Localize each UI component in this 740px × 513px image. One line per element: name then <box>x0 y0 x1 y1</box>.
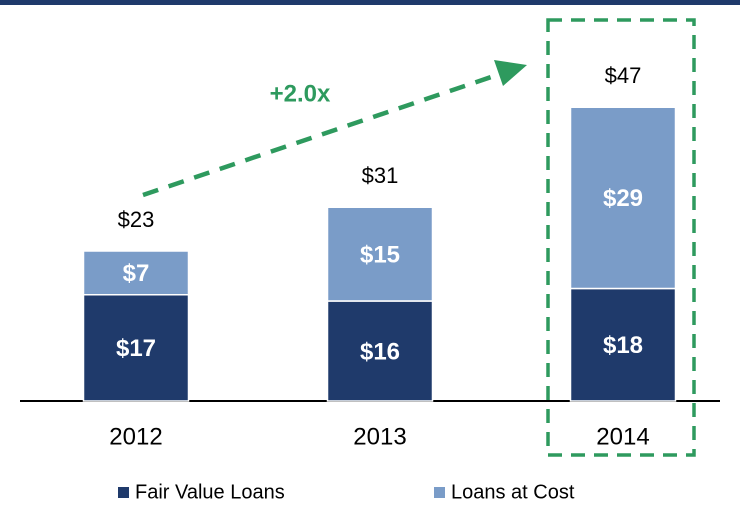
value-label: $18 <box>603 332 643 359</box>
bar-segment <box>82 250 190 296</box>
value-label: $17 <box>116 335 156 362</box>
value-label: $29 <box>603 185 643 212</box>
growth-arrow <box>142 71 501 198</box>
total-label: $31 <box>362 163 399 188</box>
highlight-box <box>546 18 696 457</box>
legend-swatch <box>434 487 445 498</box>
annotation: +2.0x <box>270 80 331 107</box>
legend-label: Loans at Cost <box>451 481 575 503</box>
x-tick-label: 2012 <box>109 423 162 450</box>
bar-segment <box>82 294 190 402</box>
value-label: $16 <box>360 338 400 365</box>
bar-segment <box>326 206 434 302</box>
legend-swatch <box>118 487 129 498</box>
total-label: $47 <box>605 63 642 88</box>
bar-segment <box>569 106 677 290</box>
top-rule <box>0 0 740 5</box>
arrow-head <box>494 60 527 86</box>
x-tick-label: 2013 <box>353 423 406 450</box>
value-label: $15 <box>360 241 400 268</box>
bar-segment <box>326 300 434 402</box>
total-label: $23 <box>118 207 155 232</box>
legend-label: Fair Value Loans <box>135 481 285 503</box>
bar-segment <box>569 287 677 402</box>
value-label: $7 <box>123 260 150 287</box>
x-tick-label: 2014 <box>596 423 649 450</box>
